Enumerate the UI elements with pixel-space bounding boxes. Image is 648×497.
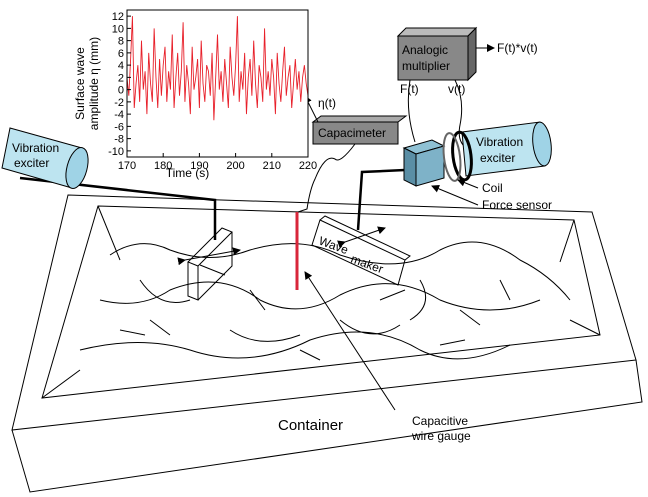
x-tick-label: 220 <box>299 160 317 172</box>
y-tick-label: 8 <box>118 36 124 48</box>
wave-maker-right: Wave maker <box>311 168 411 286</box>
multiplier-label: multiplier <box>402 59 450 73</box>
y-tick-label: 10 <box>112 23 124 35</box>
y-axis-label: amplitude η (mm) <box>87 37 101 130</box>
container-label: Container <box>278 417 343 434</box>
y-tick-label: -10 <box>108 146 124 158</box>
gauge-label: wire gauge <box>411 429 471 443</box>
x-tick-label: 200 <box>226 160 244 172</box>
wave-maker-left <box>19 176 241 301</box>
exciter-label: Vibration <box>12 141 59 155</box>
y-tick-label: 12 <box>112 11 124 23</box>
wave-maker-label: maker <box>349 252 385 277</box>
multiplier-label: Analogic <box>402 43 448 57</box>
y-tick-label: 0 <box>118 85 124 97</box>
y-tick-label: 6 <box>118 48 124 60</box>
gauge-pointer <box>304 271 396 411</box>
exciter-right: Vibration exciter Coil Force sensor <box>431 121 552 212</box>
y-tick-label: 2 <box>118 72 124 84</box>
y-tick-label: 4 <box>118 60 124 72</box>
gauge-label: Capacitive <box>412 414 468 428</box>
exciter-label: exciter <box>14 156 49 170</box>
coil-label: Coil <box>482 181 503 195</box>
exciter-label: Vibration <box>476 135 523 149</box>
wave-maker-label: Wave <box>317 234 351 258</box>
x-tick-label: 210 <box>263 160 281 172</box>
capacimeter: Capacimeter η(t) <box>297 95 408 213</box>
exciter-label: exciter <box>480 151 515 165</box>
x-tick-label: 170 <box>118 160 136 172</box>
y-axis-label: Surface wave <box>73 47 87 120</box>
force-sensor <box>402 139 446 187</box>
eta-label: η(t) <box>318 96 336 110</box>
velocity-signal: v(t) <box>448 82 465 96</box>
signal-line <box>126 16 309 121</box>
multiplier: Analogic multiplier F(t)*v(t) F(t) v(t) <box>396 26 538 148</box>
y-tick-label: -4 <box>114 109 124 121</box>
x-tick-label: 180 <box>154 160 172 172</box>
exciter-left: Vibration exciter <box>1 127 89 189</box>
x-tick-label: 190 <box>190 160 208 172</box>
capacimeter-label: Capacimeter <box>318 126 386 140</box>
force-sensor-label: Force sensor <box>482 198 552 212</box>
plot-frame <box>126 9 309 158</box>
y-tick-label: -2 <box>114 97 124 109</box>
container <box>11 194 643 493</box>
y-tick-label: -8 <box>114 134 124 146</box>
y-tick-label: -6 <box>114 121 124 133</box>
output-label: F(t)*v(t) <box>497 41 538 55</box>
x-axis-label: Time (s) <box>166 166 210 180</box>
